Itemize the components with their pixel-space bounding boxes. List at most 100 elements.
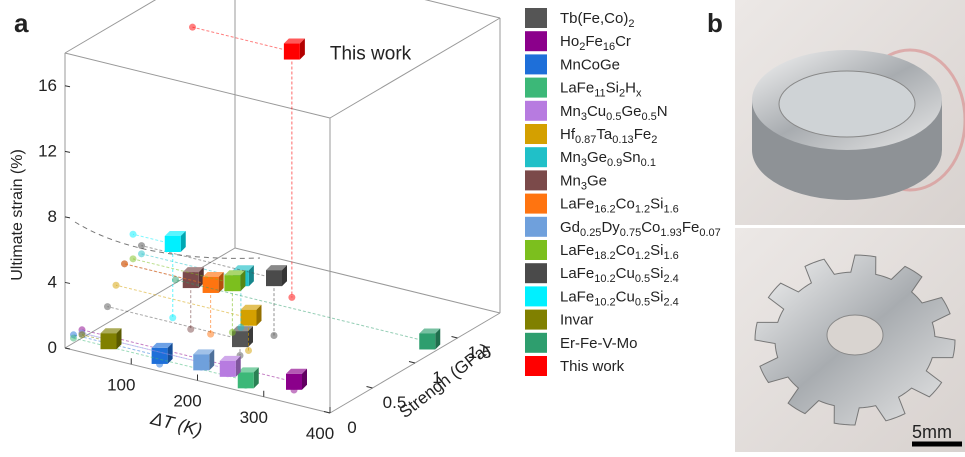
gear-hole	[827, 315, 883, 355]
data-point	[224, 270, 245, 291]
wall-line	[133, 259, 232, 283]
data-point	[183, 267, 204, 288]
floor-dot	[288, 294, 295, 301]
legend-label: Mn3Cu0.5Ge0.5N	[560, 103, 668, 123]
floor-dot	[271, 332, 278, 339]
legend-label: Ho2Fe16Cr	[560, 33, 631, 53]
data-point	[241, 305, 262, 326]
floor-dot	[237, 324, 244, 331]
legend-label: Invar	[560, 312, 593, 329]
cube-front	[241, 310, 257, 326]
floor-dot	[187, 326, 194, 333]
legend-label: LaFe11Si2Hx	[560, 80, 642, 100]
legend-label: LaFe10.2Cu0.5Si2.4	[560, 265, 679, 285]
legend-swatch	[525, 310, 547, 330]
cube-front	[286, 374, 302, 390]
z-tick	[65, 282, 70, 283]
legend-swatch	[525, 356, 547, 376]
annotation: This work	[330, 44, 412, 65]
cube-front	[220, 361, 236, 377]
wall-dot	[70, 335, 77, 342]
legend-swatch	[525, 240, 547, 260]
wall-dot	[130, 255, 137, 262]
legend-swatch	[525, 147, 547, 167]
wall-dot	[121, 260, 128, 267]
box-edge	[235, 0, 500, 18]
wall-line	[193, 27, 292, 51]
x-tick-label: 100	[107, 375, 135, 394]
cube-front	[101, 333, 117, 349]
legend-swatch	[525, 333, 547, 353]
z-tick	[65, 217, 70, 218]
wall-dot	[104, 303, 111, 310]
legend-swatch	[525, 54, 547, 74]
legend-label: Mn3Ge	[560, 172, 607, 192]
photos: 5mm	[735, 0, 965, 452]
legend-label: LaFe10.2Cu0.5Si2.4	[560, 288, 679, 308]
z-axis-label: Ultimate strain (%)	[9, 149, 26, 281]
legend-swatch	[525, 217, 547, 237]
legend-label: LaFe18.2Co1.2Si1.6	[560, 242, 679, 262]
box-edge	[330, 18, 500, 118]
z-tick	[65, 86, 70, 87]
data-point	[220, 356, 241, 377]
z-tick	[65, 151, 70, 152]
z-tick-label: 16	[38, 76, 57, 95]
floor-dot	[169, 314, 176, 321]
legend-swatch	[525, 31, 547, 51]
panel-label: b	[707, 8, 723, 38]
scale-bar-label: 5mm	[912, 422, 952, 442]
data-point	[419, 328, 440, 349]
y-tick	[452, 337, 458, 339]
legend-label: MnCoGe	[560, 56, 620, 73]
cube-front	[238, 372, 254, 388]
legend-swatch	[525, 286, 547, 306]
data-point	[101, 328, 122, 349]
x-tick-label: 400	[306, 424, 334, 443]
legend-label: Er-Fe-V-Mo	[560, 335, 638, 352]
z-tick-label: 8	[48, 207, 57, 226]
x-tick-label: 300	[240, 408, 268, 427]
data-point	[203, 272, 224, 293]
data-point	[165, 231, 186, 252]
legend-swatch	[525, 170, 547, 190]
legend-swatch	[525, 78, 547, 98]
legend-swatch	[525, 101, 547, 121]
cube-front	[419, 333, 435, 349]
z-tick-label: 0	[48, 338, 57, 357]
legend-label: LaFe16.2Co1.2Si1.6	[560, 196, 679, 216]
wall-dot	[172, 276, 179, 283]
box-edge	[65, 53, 330, 118]
floor-dot	[229, 329, 236, 336]
y-axis-label: Strengh (GPa)	[396, 339, 494, 421]
z-tick-label: 4	[48, 272, 57, 291]
cube-front	[224, 275, 240, 291]
wall-dot	[113, 282, 120, 289]
cube-front	[165, 236, 181, 252]
floor-dot	[207, 331, 214, 338]
data-point	[152, 343, 173, 364]
z-tick-label: 12	[38, 141, 57, 160]
legend-label: Hf0.87Ta0.13Fe2	[560, 126, 657, 146]
data-point	[266, 265, 287, 286]
y-tick-label: 0	[347, 418, 356, 437]
z-tick	[65, 348, 70, 349]
data-point	[284, 39, 305, 60]
legend-swatch	[525, 194, 547, 214]
figure: a b 5mm 048121610020030040000.511.5Ultim…	[0, 0, 965, 452]
cube-front	[284, 44, 300, 60]
legend: Tb(Fe,Co)2Ho2Fe16CrMnCoGeLaFe11Si2HxMn3C…	[525, 8, 721, 376]
wall-dot	[138, 242, 145, 249]
cube-front	[193, 354, 209, 370]
panel-label: a	[14, 8, 29, 38]
data-point	[193, 349, 214, 370]
legend-label: Mn3Ge0.9Sn0.1	[560, 149, 656, 169]
wall-dot	[138, 250, 145, 257]
legend-swatch	[525, 263, 547, 283]
wall-dot	[79, 331, 86, 338]
legend-swatch	[525, 8, 547, 28]
legend-swatch	[525, 124, 547, 144]
data-point	[286, 369, 307, 390]
cube-front	[266, 270, 282, 286]
